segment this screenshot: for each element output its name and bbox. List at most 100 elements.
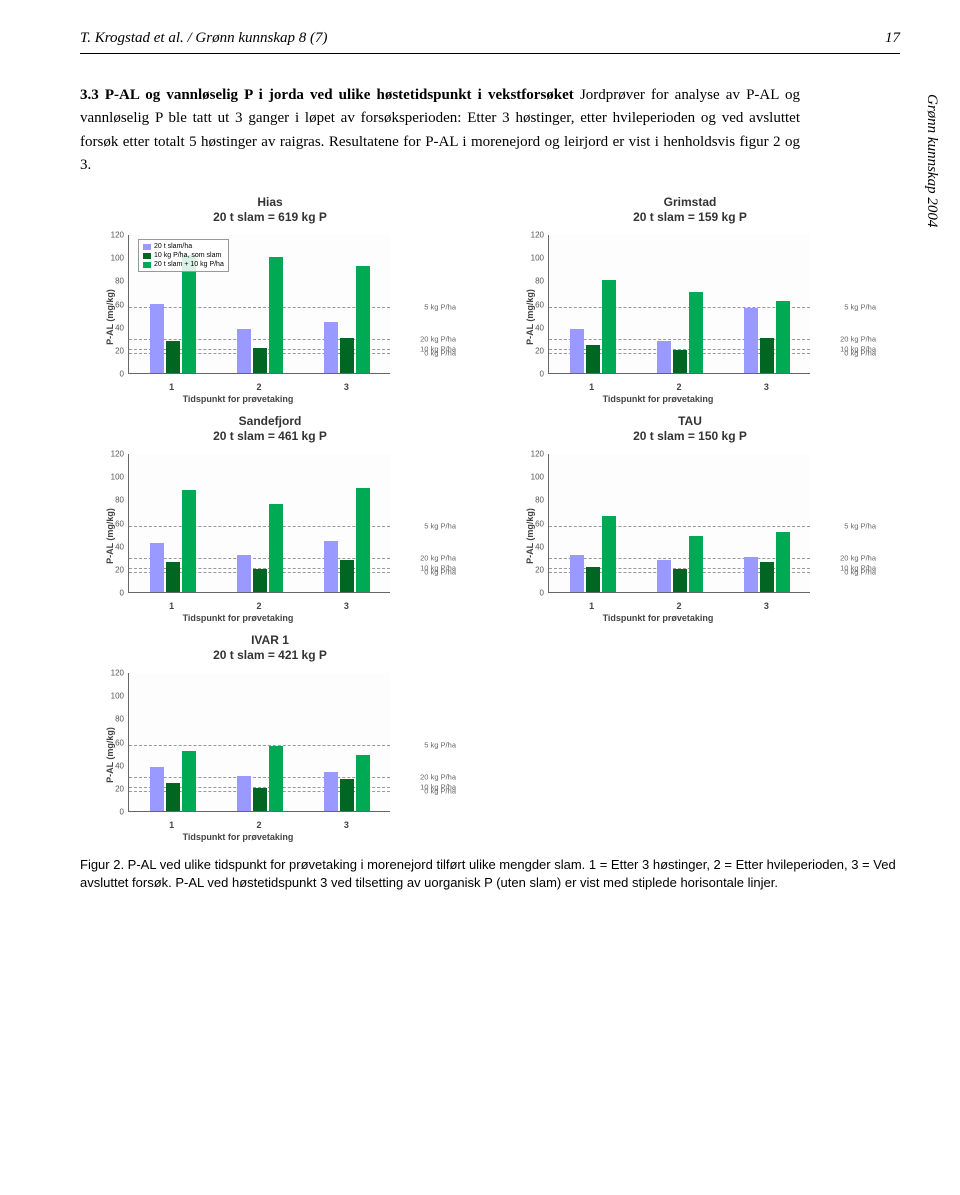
reference-label: 20 kg P/ha: [420, 335, 456, 344]
x-tick: 1: [589, 601, 594, 611]
reference-label: 5 kg P/ha: [844, 302, 876, 311]
bar: [689, 292, 703, 373]
x-axis-label: Tidspunkt for prøvetaking: [80, 394, 396, 404]
bar: [182, 490, 196, 592]
y-tick: 0: [104, 370, 124, 379]
bar: [166, 562, 180, 592]
bar: [744, 557, 758, 592]
y-tick: 100: [524, 473, 544, 482]
legend-label: 20 t slam + 10 kg P/ha: [154, 260, 224, 269]
plot-area: [548, 454, 810, 593]
plot-area: [548, 235, 810, 374]
reference-label: 20 kg P/ha: [420, 554, 456, 563]
reference-label: 5 kg P/ha: [844, 521, 876, 530]
bar: [150, 543, 164, 592]
chart-title: Hias20 t slam = 619 kg P: [80, 195, 460, 225]
chart-canvas: P-AL (mg/kg)0204060801001205 kg P/ha20 k…: [80, 229, 460, 404]
y-tick: 100: [104, 692, 124, 701]
legend-item: 20 t slam + 10 kg P/ha: [143, 260, 224, 269]
bar: [166, 783, 180, 811]
bar: [657, 560, 671, 592]
legend-item: 20 t slam/ha: [143, 242, 224, 251]
x-tick: 1: [169, 601, 174, 611]
chart-canvas: P-AL (mg/kg)0204060801001205 kg P/ha20 k…: [80, 667, 460, 842]
x-tick: 3: [764, 382, 769, 392]
bar: [269, 746, 283, 811]
bar: [150, 767, 164, 811]
chart-panel: Grimstad20 t slam = 159 kg PP-AL (mg/kg)…: [500, 195, 880, 404]
reference-label: 20 kg P/ha: [840, 554, 876, 563]
reference-line: [129, 526, 390, 527]
bar: [324, 322, 338, 373]
bar: [340, 779, 354, 811]
x-tick: 3: [344, 382, 349, 392]
y-tick: 80: [104, 496, 124, 505]
body-paragraph: 3.3 P-AL og vannløselig P i jorda ved ul…: [80, 84, 800, 177]
chart-panel: Hias20 t slam = 619 kg PP-AL (mg/kg)0204…: [80, 195, 460, 404]
reference-line: [129, 745, 390, 746]
bar: [776, 532, 790, 592]
bar: [586, 567, 600, 592]
y-tick: 0: [104, 589, 124, 598]
legend-swatch: [143, 253, 151, 259]
bar: [689, 536, 703, 592]
margin-label: Grønn kunnskap 2004: [923, 94, 940, 227]
y-axis-label: P-AL (mg/kg): [105, 508, 115, 564]
y-tick: 0: [524, 589, 544, 598]
y-tick: 100: [104, 473, 124, 482]
bar: [166, 341, 180, 373]
plot-area: [128, 673, 390, 812]
bar: [269, 504, 283, 592]
bar: [356, 266, 370, 373]
x-tick: 1: [589, 382, 594, 392]
y-tick: 80: [524, 496, 544, 505]
bar: [324, 541, 338, 592]
y-axis-label: P-AL (mg/kg): [525, 508, 535, 564]
x-tick: 1: [169, 382, 174, 392]
x-tick: 3: [764, 601, 769, 611]
bar: [657, 341, 671, 373]
x-axis-label: Tidspunkt for prøvetaking: [80, 613, 396, 623]
chart-canvas: P-AL (mg/kg)0204060801001205 kg P/ha20 k…: [500, 229, 880, 404]
x-tick: 2: [256, 601, 261, 611]
y-tick: 0: [524, 370, 544, 379]
y-tick: 120: [524, 450, 544, 459]
x-tick: 2: [676, 601, 681, 611]
legend-item: 10 kg P/ha, som slam: [143, 251, 224, 260]
y-tick: 20: [104, 346, 124, 355]
y-tick: 40: [524, 542, 544, 551]
y-tick: 40: [104, 323, 124, 332]
reference-label: 0 kg P/ha: [844, 349, 876, 358]
bar: [760, 562, 774, 592]
legend-swatch: [143, 262, 151, 268]
bar: [356, 755, 370, 811]
bar: [602, 280, 616, 373]
bar: [237, 555, 251, 592]
legend-swatch: [143, 244, 151, 250]
y-tick: 20: [524, 346, 544, 355]
bar: [570, 329, 584, 373]
bar: [237, 329, 251, 373]
x-tick: 3: [344, 601, 349, 611]
chart-title: TAU20 t slam = 150 kg P: [500, 414, 880, 444]
y-tick: 80: [104, 715, 124, 724]
y-tick: 20: [524, 565, 544, 574]
y-tick: 120: [524, 231, 544, 240]
chart-panel: TAU20 t slam = 150 kg P P-AL (mg/kg) 0 20 40…: [500, 414, 880, 623]
plot-area: [128, 454, 390, 593]
bar: [356, 488, 370, 592]
bar: [744, 308, 758, 373]
y-tick: 120: [104, 231, 124, 240]
x-tick: 3: [344, 820, 349, 830]
x-axis-label: Tidspunkt for prøvetaking: [80, 832, 396, 842]
charts-grid: Hias20 t slam = 619 kg PP-AL (mg/kg)0204…: [80, 195, 900, 842]
bar: [673, 569, 687, 592]
x-tick: 2: [676, 382, 681, 392]
y-tick: 40: [104, 761, 124, 770]
reference-label: 20 kg P/ha: [840, 335, 876, 344]
header-left: T. Krogstad et al. / Grønn kunnskap 8 (7…: [80, 30, 328, 46]
chart-panel: IVAR 120 t slam = 421 kg PP-AL (mg/kg)02…: [80, 633, 460, 842]
bar: [182, 751, 196, 811]
y-tick: 100: [524, 254, 544, 263]
chart-title: Grimstad20 t slam = 159 kg P: [500, 195, 880, 225]
